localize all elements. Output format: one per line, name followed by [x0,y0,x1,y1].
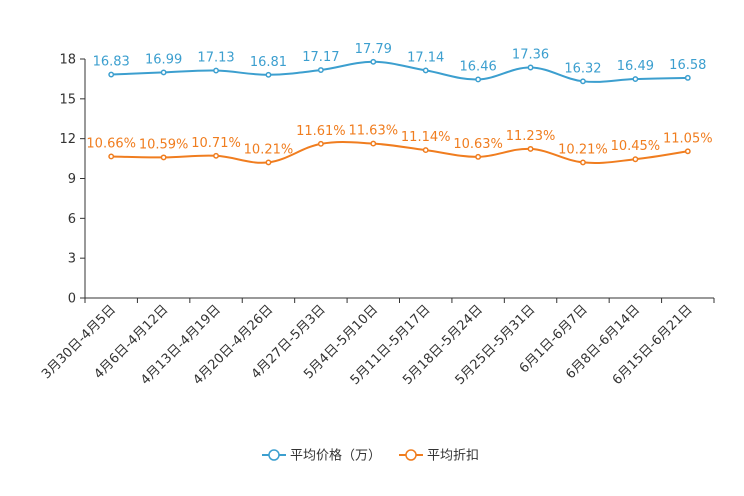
series-line [111,60,688,83]
data-label: 17.17 [302,50,339,65]
legend-marker [405,449,417,461]
y-tick-label: 3 [68,252,76,267]
data-label: 11.23% [506,129,556,144]
data-point[interactable] [265,159,272,166]
data-label: 10.21% [558,142,608,157]
data-point[interactable] [108,71,115,78]
data-point[interactable] [317,140,324,147]
series-0: 16.83 16.99 17.13 16.81 17.17 17.79 17.14 16.46… [93,42,706,85]
data-point[interactable] [370,140,377,147]
data-point[interactable] [580,159,586,166]
data-point[interactable] [370,58,377,65]
data-point[interactable] [475,76,482,83]
legend-label: 平均折扣 [427,449,479,464]
data-label: 10.66% [86,136,136,151]
data-label: 17.36 [512,47,549,62]
data-point[interactable] [160,154,167,161]
data-label: 11.63% [349,124,399,139]
data-label: 10.71% [191,136,241,151]
data-label: 10.59% [139,137,189,152]
data-label: 10.21% [244,142,294,157]
data-label: 11.61% [296,124,346,139]
data-point[interactable] [684,74,691,81]
data-point[interactable] [632,76,639,82]
data-point[interactable] [475,153,482,160]
data-point[interactable] [422,67,429,74]
data-point[interactable] [580,78,586,85]
data-point[interactable] [160,69,167,76]
y-tick-label: 9 [68,172,76,187]
data-label: 11.05% [663,131,713,146]
data-label: 16.49 [617,59,654,74]
data-label: 10.45% [611,139,661,154]
legend-item[interactable]: 平均折扣 [399,449,479,464]
data-point[interactable] [108,153,115,160]
data-label: 16.58 [669,58,706,73]
data-point[interactable] [317,67,324,73]
legend-item[interactable]: 平均价格（万） [262,448,381,464]
data-label: 10.63% [453,137,503,152]
data-label: 17.13 [197,51,234,66]
data-label: 16.46 [460,59,497,74]
data-label: 16.32 [564,61,601,76]
data-point[interactable] [213,67,219,74]
y-tick-label: 18 [59,53,76,68]
y-tick-label: 15 [59,92,76,107]
y-tick-label: 6 [68,212,76,227]
data-point[interactable] [632,156,639,163]
data-label: 16.81 [250,55,287,70]
data-label: 11.14% [401,130,451,145]
axes: 03691215183月30日-4月5日4月6日-4月12日4月13日-4月19… [39,53,715,388]
series-1: 10.66% 10.59% 10.71% 10.21%11.61% 11.63% 11.1… [86,124,713,166]
data-point[interactable] [684,148,691,155]
legend-label: 平均价格（万） [290,448,381,464]
data-label: 17.14 [407,50,444,65]
y-tick-label: 12 [59,132,76,147]
data-label: 16.99 [145,52,182,67]
data-point[interactable] [527,145,534,152]
y-tick-label: 0 [68,292,76,307]
legend[interactable]: 平均价格（万） 平均折扣 [262,448,479,464]
data-point[interactable] [422,147,429,154]
series-layer: 16.83 16.99 17.13 16.81 17.17 17.79 17.14 16.46… [86,42,713,166]
data-label: 17.79 [355,42,392,57]
series-line [111,140,688,165]
data-label: 16.83 [93,55,130,70]
data-point[interactable] [527,64,534,71]
legend-marker [268,449,280,461]
data-point[interactable] [213,152,219,159]
data-point[interactable] [265,71,272,78]
